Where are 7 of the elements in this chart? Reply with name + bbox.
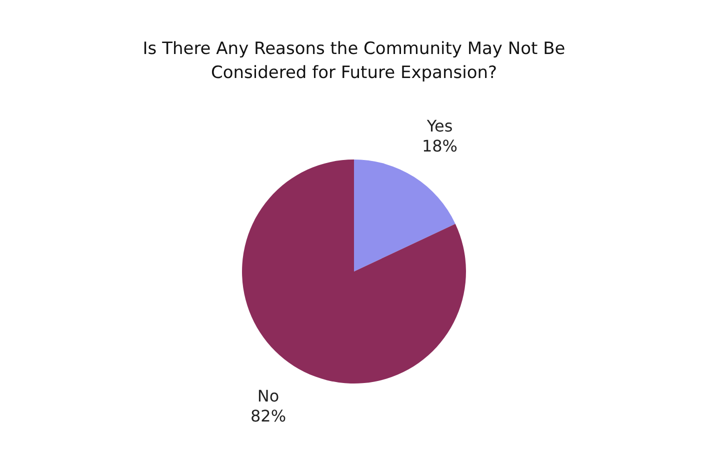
- slice-label: Yes: [426, 116, 453, 136]
- chart-title: Is There Any Reasons the Community May Not Be Considered for Future Expansion?: [142, 39, 566, 83]
- pie-slice: [242, 160, 466, 384]
- data-label: 18%: [422, 136, 458, 156]
- slice-label: No: [257, 386, 280, 406]
- data-label: 82%: [250, 406, 286, 426]
- pie-slice: [354, 160, 456, 272]
